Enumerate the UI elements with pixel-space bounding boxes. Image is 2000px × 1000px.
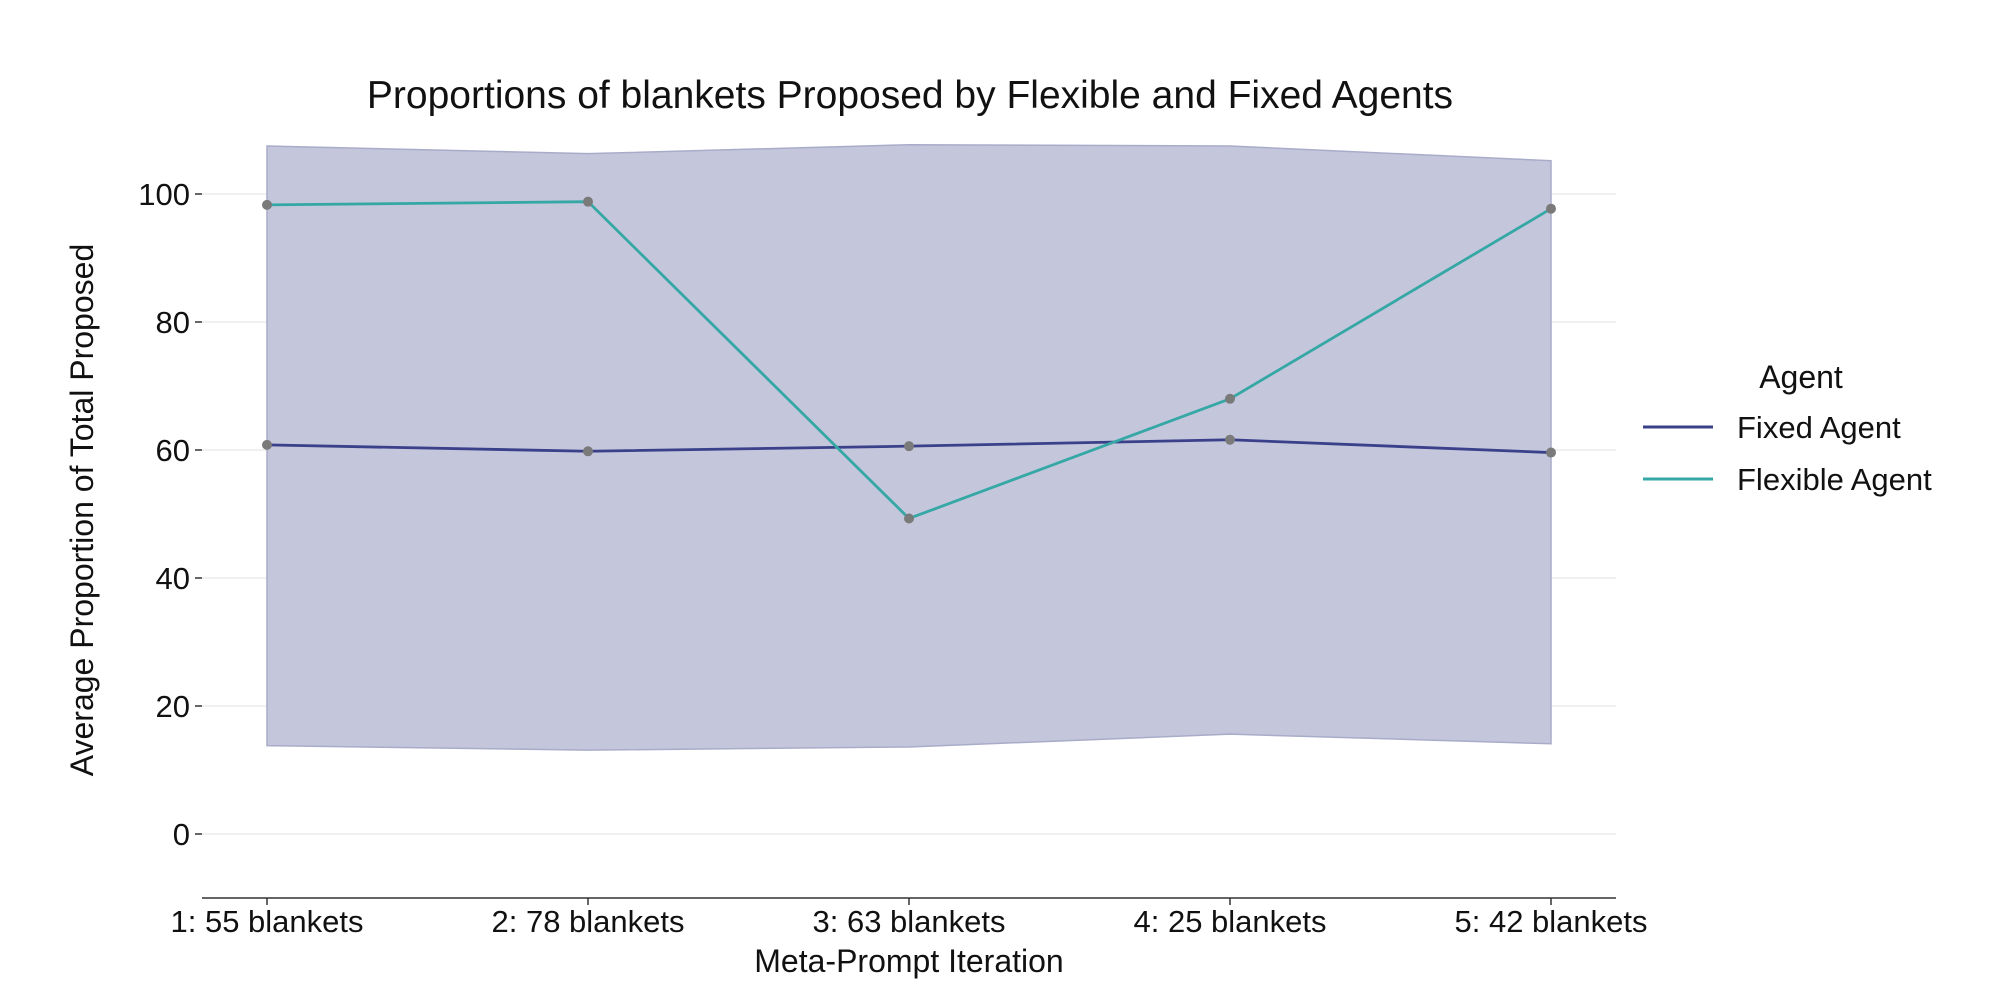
data-point-1-4: [1546, 203, 1556, 214]
data-point-1-3: [1225, 393, 1235, 404]
x-tick-label-0: 1: 55 blankets: [170, 904, 363, 939]
y-tick-label-4: 80: [156, 305, 190, 340]
x-tick-label-1: 2: 78 blankets: [491, 904, 684, 939]
data-points: [262, 196, 1556, 524]
data-point-0-1: [583, 446, 593, 457]
y-tick-label-2: 40: [156, 561, 190, 596]
x-axis-label: Meta-Prompt Iteration: [754, 943, 1063, 979]
data-point-0-2: [904, 441, 914, 452]
y-tick-label-0: 0: [173, 817, 190, 852]
y-tick-label-1: 20: [156, 689, 190, 724]
axes: 1: 55 blankets 2: 78 blankets 3: 63 blanke…: [138, 177, 1647, 939]
x-tick-label-2: 3: 63 blankets: [812, 904, 1005, 939]
legend: Agent Fixed Agent Flexible Agent: [1643, 359, 1932, 497]
y-axis-label: Average Proportion of Total Proposed: [64, 244, 100, 777]
data-point-0-3: [1225, 434, 1235, 445]
x-tick-label-4: 5: 42 blankets: [1454, 904, 1647, 939]
legend-items: Fixed Agent Flexible Agent: [1643, 410, 1932, 497]
data-point-0-0: [262, 439, 272, 450]
data-point-1-2: [904, 513, 914, 524]
chart-title: Proportions of blankets Proposed by Flex…: [367, 74, 1453, 117]
legend-label-1: Flexible Agent: [1737, 462, 1932, 497]
data-point-0-4: [1546, 447, 1556, 458]
legend-title: Agent: [1759, 359, 1843, 395]
y-tick-label-5: 100: [138, 177, 190, 212]
x-tick-label-3: 4: 25 blankets: [1133, 904, 1326, 939]
y-tick-label-3: 60: [156, 433, 190, 468]
data-point-1-0: [262, 199, 272, 210]
legend-label-0: Fixed Agent: [1737, 410, 1901, 445]
data-point-1-1: [583, 196, 593, 207]
